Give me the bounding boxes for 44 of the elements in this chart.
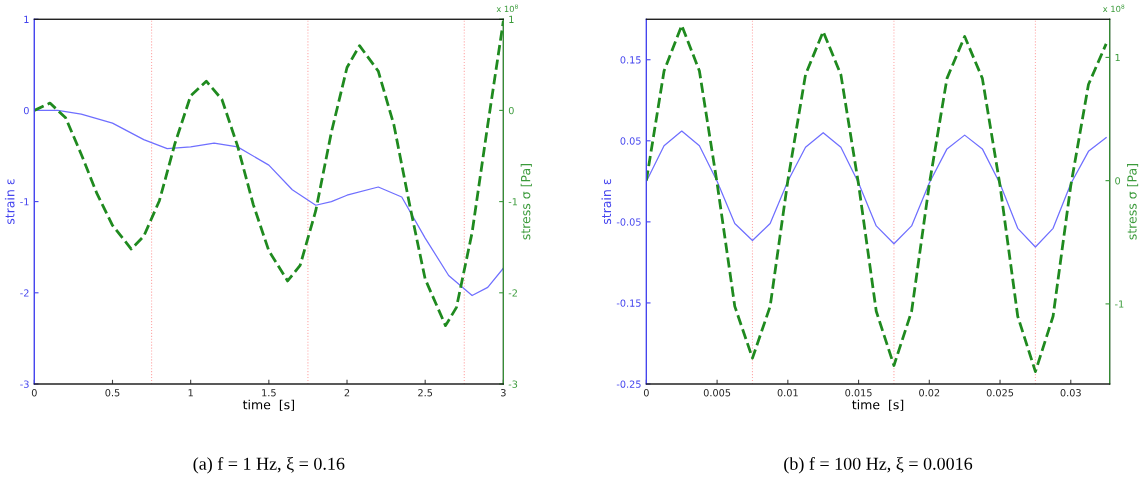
y2-axis-title: stress σ [Pa]: [1127, 164, 1139, 240]
x-tick-label: 0.03: [1060, 389, 1081, 397]
y-tick-label: -3: [20, 380, 29, 388]
y-tick-label: -0.25: [616, 380, 641, 388]
y-tick-label: -0.05: [616, 218, 641, 226]
x-tick-label: 0.5: [105, 389, 120, 397]
text: (b) f = 100 Hz, ξ = 0.0016: [784, 456, 973, 474]
x-tick-label: 0.02: [919, 389, 940, 397]
y2-tick-label: -1: [508, 198, 518, 206]
y2-tick-label: 1: [1115, 54, 1120, 62]
x-tick-label: 1.5: [262, 389, 276, 397]
x-tick-label: 3: [501, 389, 506, 397]
line-series: [34, 109, 504, 297]
y2-tick-label: 1: [509, 15, 514, 23]
x-tick-label: 0.01: [777, 389, 798, 397]
x-tick-label: 0.005: [703, 389, 731, 397]
y-tick-label: 0.05: [620, 137, 641, 145]
text: (a) f = 1 Hz, ξ = 0.16: [193, 456, 345, 474]
text: x 10$^{8}$: [496, 4, 518, 13]
y2-axis-title: stress σ [Pa]: [520, 164, 532, 240]
line-series: [646, 130, 1107, 248]
y-tick-label: 0: [23, 106, 29, 115]
y2-tick-label: 0: [1115, 177, 1121, 185]
x-tick-label: 2: [344, 389, 350, 397]
x-tick-label: 0: [31, 389, 37, 397]
y-tick-label: -1: [20, 198, 29, 206]
x-tick-label: 2.5: [418, 389, 433, 397]
x-tick-label: 0: [643, 389, 649, 397]
y-tick-label: -2: [20, 289, 29, 297]
y2-tick-label: -2: [508, 289, 517, 297]
y2-tick-label: -3: [508, 380, 518, 388]
y-axis-title: strain ε: [4, 179, 15, 225]
x-axis-title: time [s]: [852, 399, 904, 411]
x-tick-label: 0.015: [845, 389, 872, 397]
y-tick-label: 0.15: [620, 56, 641, 64]
x-axis-title: time [s]: [242, 399, 294, 411]
y2-tick-label: -1: [1115, 300, 1124, 308]
y-axis-title: strain ε: [601, 179, 612, 225]
x-tick-label: 1: [188, 389, 193, 397]
text: x 10$^{8}$: [1102, 4, 1125, 13]
y-tick-label: -0.15: [616, 299, 641, 307]
y-tick-label: 1: [24, 15, 29, 23]
y2-tick-label: 0: [508, 106, 514, 115]
x-tick-label: 0.025: [986, 389, 1014, 397]
